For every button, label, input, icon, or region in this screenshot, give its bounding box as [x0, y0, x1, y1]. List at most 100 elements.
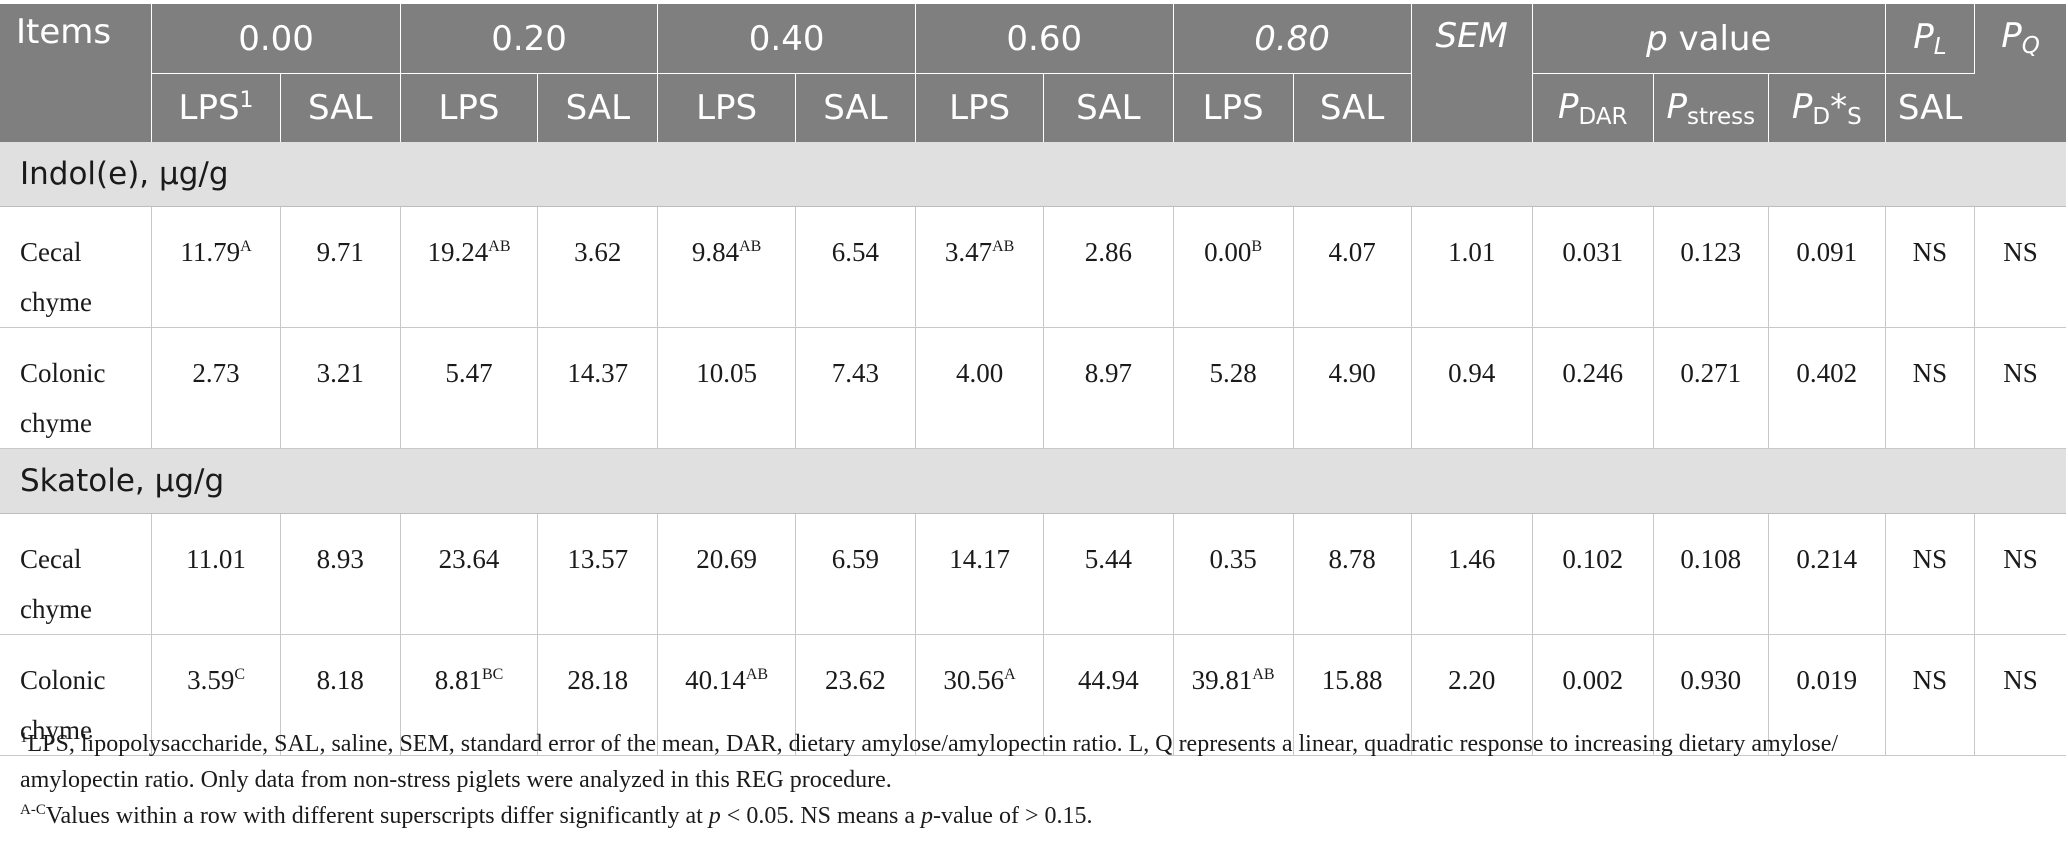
lps-label: LPS: [178, 88, 240, 128]
subheader-lps-1: LPS: [400, 73, 539, 142]
cell-value: NS: [2003, 358, 2038, 388]
table-cell: 44.94: [1043, 634, 1174, 756]
cell-value: 1.46: [1448, 544, 1496, 574]
cell-value: 0.091: [1796, 237, 1858, 267]
group-header-1: 0.20: [400, 4, 659, 74]
table-cell: 19.24AB: [400, 206, 539, 328]
footnote-1-text-2: amylopectin ratio. Only data from non-st…: [20, 767, 892, 793]
table-cell: 0.091: [1768, 206, 1886, 328]
table-cell: 1.46: [1411, 513, 1533, 635]
pstress-sub: stress: [1687, 103, 1756, 130]
cell-value: 8.81: [434, 665, 482, 695]
group-header-3: 0.60: [915, 4, 1174, 74]
subheader-sal-2: SAL: [795, 73, 916, 142]
table-row: Colonic chyme 3.59C 8.18 8.81BC 28.18 40.14AB 2…: [0, 634, 2066, 756]
cell-value: 0.00: [1204, 237, 1252, 267]
table-cell: 0.019: [1768, 634, 1886, 756]
table-body: Indol(e), μg/g Cecal chyme 11.79A 9.71 19.24A…: [0, 142, 2066, 756]
cell-value: 5.28: [1209, 358, 1257, 388]
table-cell: NS: [1885, 634, 1976, 756]
cell-value: 9.84: [691, 237, 740, 267]
items-header: Items: [0, 4, 153, 142]
cell-value: 11.01: [186, 544, 246, 574]
cell-value: 15.88: [1321, 665, 1383, 695]
cell-value: 0.108: [1680, 544, 1742, 574]
cell-superscript: C: [234, 666, 245, 683]
pvalue-italic: p: [1646, 18, 1668, 59]
table-cell: 8.93: [280, 513, 401, 635]
cell-value: 8.93: [316, 544, 364, 574]
cell-value: 0.246: [1562, 358, 1624, 388]
section-title: Indol(e), μg/g: [0, 142, 2066, 207]
table-row: Cecal chyme 11.79A 9.71 19.24AB 3.62 9.84AB 6.5…: [0, 206, 2066, 328]
table-cell: 9.84AB: [657, 206, 796, 328]
cell-value: 23.64: [438, 544, 500, 574]
pl-header: PL: [1885, 4, 1976, 74]
table-cell: 9.71: [280, 206, 401, 328]
footnote-2-part-c: -value of > 0.15.: [932, 803, 1093, 829]
subheader-sal-3: SAL: [1043, 73, 1174, 142]
cell-superscript: AB: [745, 666, 769, 683]
row-label-line-1: Cecal: [20, 237, 82, 267]
subheader-sal-1: SAL: [537, 73, 659, 142]
row-label-line-2: chyme: [20, 408, 92, 438]
footnote-2-p: p: [708, 803, 721, 829]
table-cell: 0.031: [1532, 206, 1654, 328]
cell-value: 0.019: [1796, 665, 1858, 695]
table-cell: 4.07: [1293, 206, 1412, 328]
table-cell: 11.01: [151, 513, 281, 635]
table-cell: 20.69: [657, 513, 796, 635]
cell-value: 0.102: [1562, 544, 1624, 574]
table-cell: 0.402: [1768, 327, 1886, 449]
footnote-2-part-a: Values within a row with different super…: [45, 803, 709, 829]
cell-value: 0.271: [1680, 358, 1742, 388]
table-cell: NS: [1885, 513, 1976, 635]
cell-value: 0.94: [1448, 358, 1496, 388]
table-cell: NS: [1974, 634, 2066, 756]
pdar-sub: DAR: [1578, 103, 1628, 130]
table-cell: 2.86: [1043, 206, 1174, 328]
pds-star: *: [1830, 86, 1848, 127]
header-row-1: Items 0.00 0.20 0.40 0.60 0.80 SEM p val…: [0, 4, 2066, 142]
table-cell: 3.21: [280, 327, 401, 449]
table-cell: 0.123: [1653, 206, 1769, 328]
subheader-lps-0: LPS1: [151, 73, 281, 142]
subheader-sal-0: SAL: [280, 73, 401, 142]
cell-value: 0.930: [1680, 665, 1742, 695]
table-cell: 0.930: [1653, 634, 1769, 756]
cell-value: NS: [1912, 544, 1948, 574]
subheader-pdar: PDAR: [1532, 73, 1654, 142]
cell-value: 0.123: [1680, 237, 1742, 267]
footnote-2: A-CValues within a row with different su…: [20, 798, 2060, 834]
table-cell: 10.05: [657, 327, 796, 449]
row-label-line-2: chyme: [20, 715, 92, 745]
pdar-main: P: [1558, 86, 1579, 127]
cell-superscript: AB: [1252, 666, 1275, 683]
table-cell: 8.97: [1043, 327, 1174, 449]
cell-value: 14.37: [567, 358, 629, 388]
table-cell: 13.57: [537, 513, 659, 635]
table-cell: 8.78: [1293, 513, 1412, 635]
sem-header: SEM: [1411, 4, 1533, 142]
row-label: Colonic chyme: [0, 327, 153, 449]
subheader-sal-4: SAL: [1293, 73, 1412, 142]
table-cell: 2.20: [1411, 634, 1533, 756]
table-row: Colonic chyme 2.73 3.21 5.47 14.37 10.05 7.43 4.…: [0, 327, 2066, 449]
subheader-lps-3: LPS: [915, 73, 1045, 142]
cell-value: NS: [1912, 237, 1948, 267]
cell-value: NS: [2003, 544, 2038, 574]
cell-value: 39.81: [1191, 665, 1253, 695]
cell-value: 28.18: [567, 665, 629, 695]
footnote-1: 1LPS, lipopolysaccharide, SAL, saline, S…: [20, 726, 2060, 798]
table-cell: 2.73: [151, 327, 281, 449]
pq-sub: Q: [2021, 33, 2040, 59]
cell-value: 5.44: [1084, 544, 1132, 574]
table-cell: 0.102: [1532, 513, 1654, 635]
pstress-main: P: [1666, 86, 1688, 127]
cell-value: 2.73: [192, 358, 240, 388]
footnote-1-text: LPS, lipopolysaccharide, SAL, saline, SE…: [27, 731, 1839, 757]
cell-value: NS: [2003, 237, 2038, 267]
table-cell: 0.108: [1653, 513, 1769, 635]
cell-value: 0.031: [1562, 237, 1624, 267]
pds-main: P: [1791, 86, 1813, 127]
